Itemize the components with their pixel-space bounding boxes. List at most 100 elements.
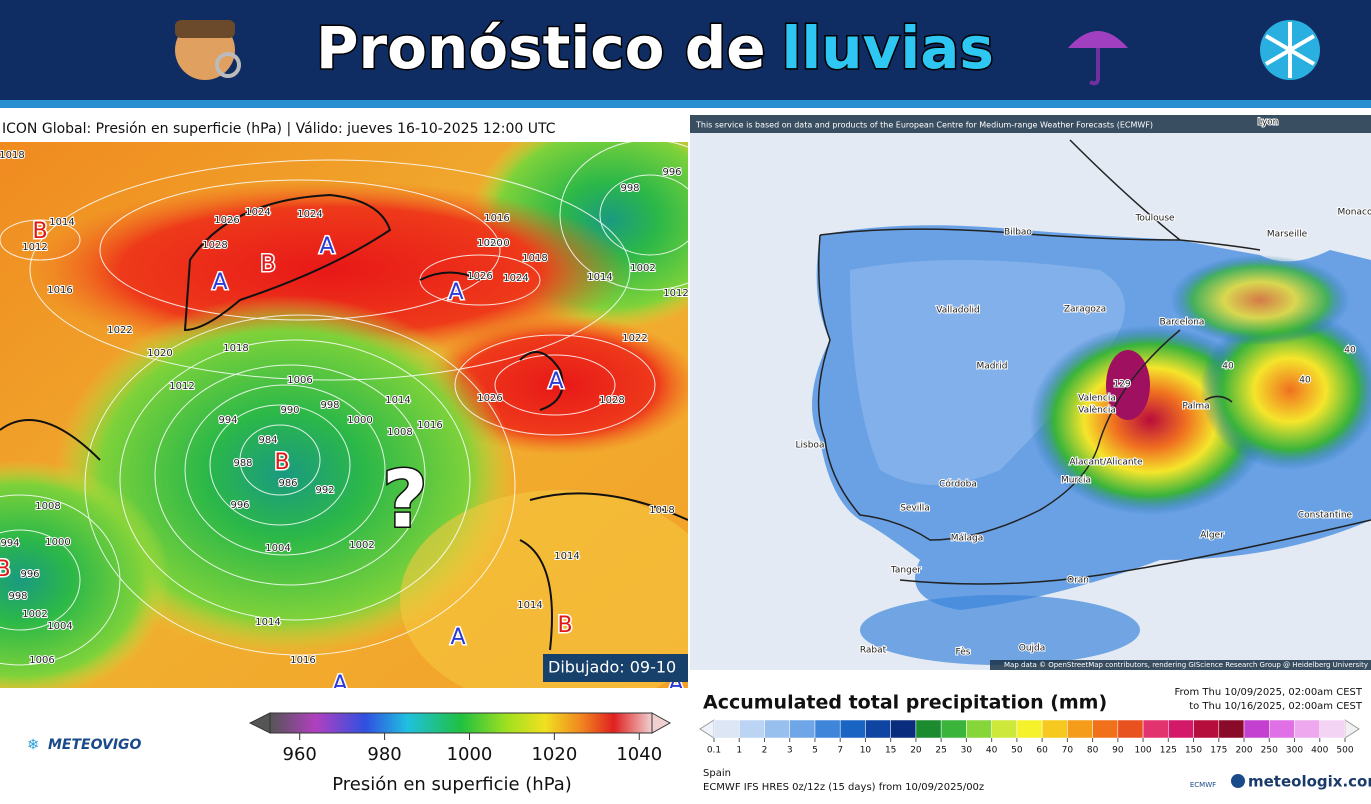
city-label: Málaga <box>951 534 984 544</box>
isobar-label: 1018 <box>223 343 248 354</box>
legend-arrow <box>699 719 715 739</box>
header-rule <box>0 100 1371 108</box>
isobar-label: 1028 <box>599 395 624 406</box>
isobar-label: 1024 <box>297 209 322 220</box>
legend-swatch <box>1319 719 1346 739</box>
legend-tick-label: 1 <box>736 746 742 756</box>
attribution-bar <box>690 115 1371 133</box>
isobar-label: 1014 <box>255 617 280 628</box>
pressure-center: A <box>319 234 334 259</box>
city-label: Fès <box>956 647 971 658</box>
city-label: València <box>1078 405 1116 416</box>
isobar-label: 1008 <box>35 501 60 512</box>
isobar-label: 1004 <box>47 621 72 632</box>
isobar-label: 1014 <box>554 551 579 562</box>
isobar-label: 996 <box>230 500 249 511</box>
rain-value: 40 <box>1299 376 1311 386</box>
legend-tick-label: 60 <box>1036 746 1048 756</box>
title-main: Pronóstico de <box>316 14 766 82</box>
legend-arrow <box>1344 719 1360 739</box>
isobar-label: 1018 <box>649 505 674 516</box>
legend-tick-label: 125 <box>1160 746 1177 756</box>
legend-tick-label: 175 <box>1210 746 1227 756</box>
precip-map <box>690 115 1371 670</box>
isobar-label: 1002 <box>22 609 47 620</box>
isobar-label: 1026 <box>214 215 239 226</box>
pressure-center: B <box>260 252 275 277</box>
isobar-label: 1002 <box>349 540 374 551</box>
legend-swatch <box>940 719 967 739</box>
isobar-label: 998 <box>620 183 639 194</box>
legend-tick-label: 500 <box>1336 746 1353 756</box>
warm-area <box>400 490 688 688</box>
isobar-label: 988 <box>233 458 252 469</box>
city-label: Sevilla <box>900 504 930 514</box>
isobar-label: 1012 <box>22 242 47 253</box>
detective-hat <box>175 20 235 38</box>
isobar-label: 1012 <box>169 381 194 392</box>
legend-tick-label: 250 <box>1261 746 1278 756</box>
isobar-label: 996 <box>20 569 39 580</box>
legend-tick-label: 2 <box>762 746 768 756</box>
legend-swatch <box>1243 719 1270 739</box>
legend-from: From Thu 10/09/2025, 02:00am CEST <box>1174 687 1362 698</box>
isobar-label: 1020 <box>147 348 172 359</box>
city-label: Bilbao <box>1004 228 1032 238</box>
legend-swatch <box>1117 719 1144 739</box>
isobar-label: 1014 <box>385 395 410 406</box>
attribution: This service is based on data and produc… <box>695 121 1153 130</box>
rain-area <box>850 260 1125 485</box>
legend-swatch <box>1269 719 1295 739</box>
city-label: Lisboa <box>796 441 825 451</box>
isobar-label: 1014 <box>587 272 612 283</box>
legend-swatch <box>865 719 891 739</box>
isobar-label: 994 <box>218 415 237 426</box>
colorbar-label: Presión en superficie (hPa) <box>332 774 572 795</box>
city-label: Oujda <box>1019 644 1046 654</box>
city-label: Valladolid <box>936 306 979 316</box>
isobar-label: 1014 <box>517 600 542 611</box>
city-label: Toulouse <box>1134 214 1175 224</box>
legend-tick-label: 20 <box>910 746 922 756</box>
legend-swatch <box>764 719 790 739</box>
region: Spain <box>703 768 731 779</box>
rain-value: 40 <box>1222 362 1234 372</box>
legend-tick-label: 30 <box>961 746 973 756</box>
rain-value: 40 <box>1344 346 1356 356</box>
pressure-center: A <box>212 270 227 295</box>
pressure-center: B <box>557 613 572 638</box>
isobar-label: 1024 <box>503 273 528 284</box>
legend-tick-label: 7 <box>837 746 843 756</box>
legend-swatch <box>1218 719 1245 739</box>
umbrella-icon <box>1068 31 1128 48</box>
isobar-label: 1022 <box>107 325 132 336</box>
isobar-label: 990 <box>280 405 299 416</box>
city-label: Alger <box>1200 531 1224 541</box>
legend-tick-label: 90 <box>1112 746 1124 756</box>
magnifier <box>215 52 241 78</box>
snow-glyph: ❄ <box>27 736 40 754</box>
umbrella-handle <box>1089 48 1100 86</box>
isobar-lines <box>0 142 688 666</box>
snowflake-lines <box>1264 22 1316 78</box>
isobar-label: 1000 <box>347 415 372 426</box>
city-label: Constantine <box>1298 511 1353 521</box>
left-title-bar <box>0 115 688 142</box>
legend-tick-label: 150 <box>1185 746 1202 756</box>
isobar-label: 1000 <box>45 537 70 548</box>
isobar-label: 986 <box>278 478 297 489</box>
ecmwf-logo: ECMWF <box>1190 781 1216 789</box>
legend-swatch <box>1041 719 1068 739</box>
legend-tick-label: 200 <box>1235 746 1252 756</box>
isobar-label: 994 <box>0 538 19 549</box>
legend-tick-label: 70 <box>1062 746 1074 756</box>
isobar-label: 1008 <box>387 427 412 438</box>
title-highlight: lluvias <box>782 14 994 82</box>
city-label: Oran <box>1067 576 1089 586</box>
rain-value: 129 <box>1113 380 1130 390</box>
colorbar-arrow <box>248 712 271 734</box>
left-title: ICON Global: Presión en superficie (hPa)… <box>2 121 556 137</box>
legend-swatch <box>1193 719 1220 739</box>
